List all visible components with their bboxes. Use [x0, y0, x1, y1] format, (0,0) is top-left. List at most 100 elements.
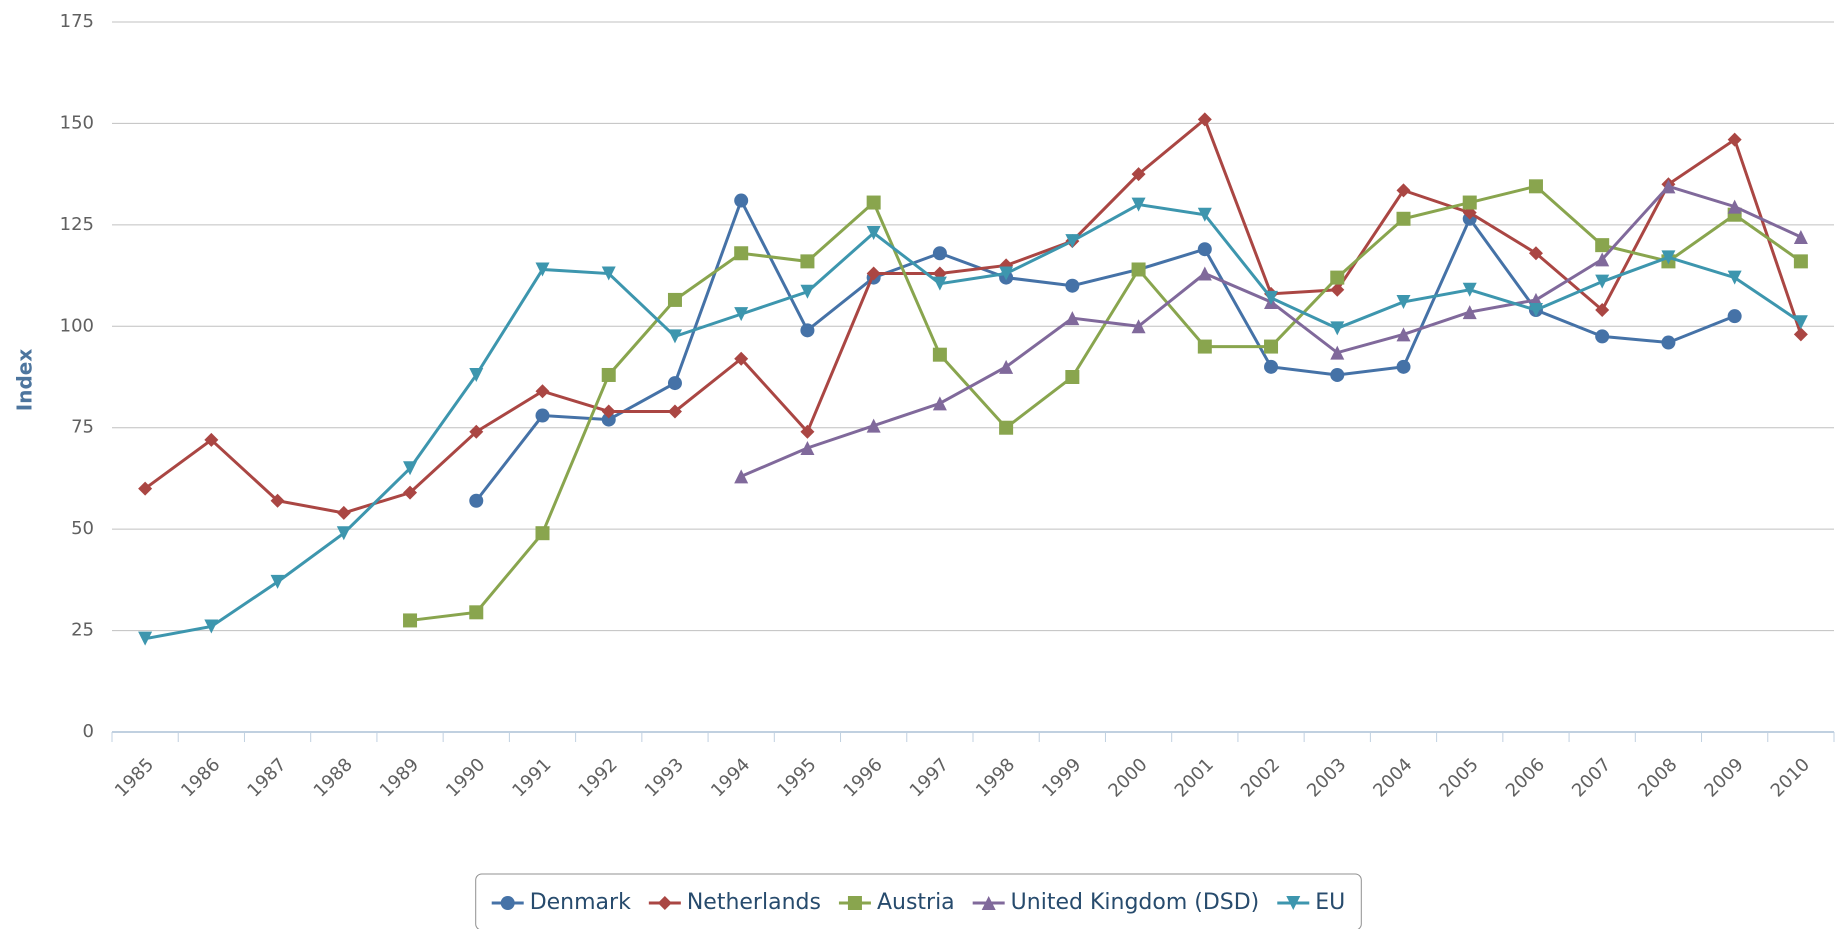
- marker: [138, 481, 153, 496]
- marker: [800, 441, 815, 455]
- marker: [1396, 327, 1411, 342]
- marker: [667, 292, 682, 307]
- x-tick-label: 2007: [1568, 754, 1615, 801]
- marker: [1462, 195, 1477, 210]
- marker: [667, 376, 682, 391]
- legend-label: Netherlands: [687, 890, 821, 915]
- marker: [601, 412, 616, 427]
- marker: [1396, 211, 1411, 226]
- marker: [1131, 262, 1146, 277]
- marker: [469, 367, 484, 382]
- marker: [1793, 315, 1808, 330]
- marker: [866, 195, 881, 210]
- legend-label: United Kingdom (DSD): [1011, 890, 1260, 915]
- y-axis-label: Index: [13, 349, 37, 412]
- x-tick-label: 1992: [575, 754, 622, 801]
- marker: [1065, 311, 1080, 326]
- marker: [1197, 242, 1212, 257]
- marker: [1197, 207, 1212, 222]
- x-tick-label: 1995: [773, 754, 820, 801]
- marker: [1264, 339, 1279, 354]
- marker: [1727, 199, 1742, 214]
- marker: [403, 485, 418, 500]
- x-tick-label: 2010: [1767, 754, 1814, 801]
- marker: [734, 307, 749, 322]
- marker: [270, 493, 285, 508]
- marker: [734, 246, 749, 261]
- x-tick-label: 1993: [641, 754, 688, 801]
- marker: [469, 424, 484, 439]
- y-tick-label: 50: [71, 518, 94, 539]
- marker: [1330, 270, 1345, 285]
- marker: [535, 526, 550, 541]
- y-tick-label: 0: [83, 721, 94, 742]
- marker: [270, 574, 285, 589]
- marker: [800, 254, 815, 269]
- marker: [138, 631, 153, 646]
- marker: [847, 896, 862, 910]
- marker: [734, 193, 749, 208]
- x-tick-label: 2009: [1700, 754, 1747, 801]
- legend-item: EU: [1277, 890, 1345, 915]
- marker: [932, 246, 947, 261]
- marker: [1396, 294, 1411, 309]
- marker: [1462, 282, 1477, 297]
- marker: [601, 404, 616, 419]
- x-tick-label: 1994: [707, 754, 754, 801]
- series-line: [144, 203, 1802, 641]
- marker: [1595, 238, 1610, 253]
- marker: [999, 359, 1014, 374]
- legend-item: Denmark: [491, 890, 631, 915]
- marker: [1528, 303, 1543, 318]
- marker: [204, 619, 219, 634]
- marker: [1528, 179, 1543, 194]
- marker: [1197, 266, 1212, 281]
- marker: [1595, 303, 1610, 318]
- y-tick-label: 75: [71, 417, 94, 438]
- x-tick-label: 1990: [442, 754, 489, 801]
- marker: [866, 266, 881, 281]
- legend-label: Austria: [877, 890, 955, 915]
- marker: [981, 896, 996, 910]
- x-tick-label: 1997: [906, 754, 953, 801]
- marker: [1396, 359, 1411, 374]
- marker: [535, 384, 550, 399]
- x-tick-label: 1987: [243, 754, 290, 801]
- x-tick-label: 2000: [1104, 754, 1151, 801]
- marker: [1661, 179, 1676, 194]
- marker: [403, 613, 418, 628]
- marker: [866, 225, 881, 240]
- marker: [1595, 252, 1610, 267]
- marker: [1131, 319, 1146, 334]
- series-line: [409, 184, 1802, 622]
- x-tick-label: 2008: [1634, 754, 1681, 801]
- marker: [500, 896, 515, 910]
- y-tick-label: 175: [60, 11, 94, 32]
- marker: [1197, 112, 1212, 127]
- x-tick-label: 1989: [376, 754, 423, 801]
- y-tick-label: 25: [71, 620, 94, 641]
- marker: [734, 351, 749, 366]
- x-tick-label: 2003: [1303, 754, 1350, 801]
- y-tick-label: 100: [60, 315, 94, 336]
- x-tick-label: 1991: [508, 754, 555, 801]
- marker: [469, 605, 484, 620]
- marker: [667, 329, 682, 344]
- legend-box: [475, 873, 1362, 929]
- marker: [336, 526, 351, 541]
- marker: [535, 262, 550, 277]
- legend-item: Netherlands: [648, 890, 821, 915]
- marker: [336, 505, 351, 520]
- x-tick-label: 2006: [1502, 754, 1549, 801]
- marker: [1462, 305, 1477, 320]
- marker: [601, 367, 616, 382]
- marker: [932, 396, 947, 411]
- marker: [1396, 183, 1411, 198]
- marker: [403, 461, 418, 476]
- marker: [1595, 329, 1610, 344]
- marker: [1131, 167, 1146, 182]
- marker: [866, 418, 881, 433]
- marker: [1197, 339, 1212, 354]
